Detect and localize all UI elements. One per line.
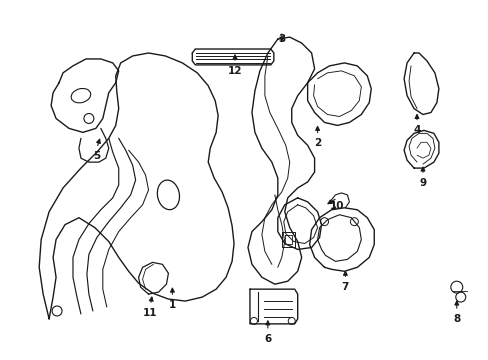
Text: 1: 1 — [168, 300, 176, 310]
Text: 4: 4 — [412, 125, 420, 135]
Text: 2: 2 — [313, 138, 321, 148]
Text: 9: 9 — [419, 178, 426, 188]
Text: 10: 10 — [329, 201, 344, 211]
Text: 8: 8 — [452, 314, 460, 324]
Text: 12: 12 — [227, 66, 242, 76]
Text: 11: 11 — [143, 308, 158, 318]
Text: 3: 3 — [278, 34, 285, 44]
Text: 7: 7 — [341, 282, 348, 292]
Text: 6: 6 — [264, 334, 271, 344]
Text: 5: 5 — [93, 151, 100, 161]
